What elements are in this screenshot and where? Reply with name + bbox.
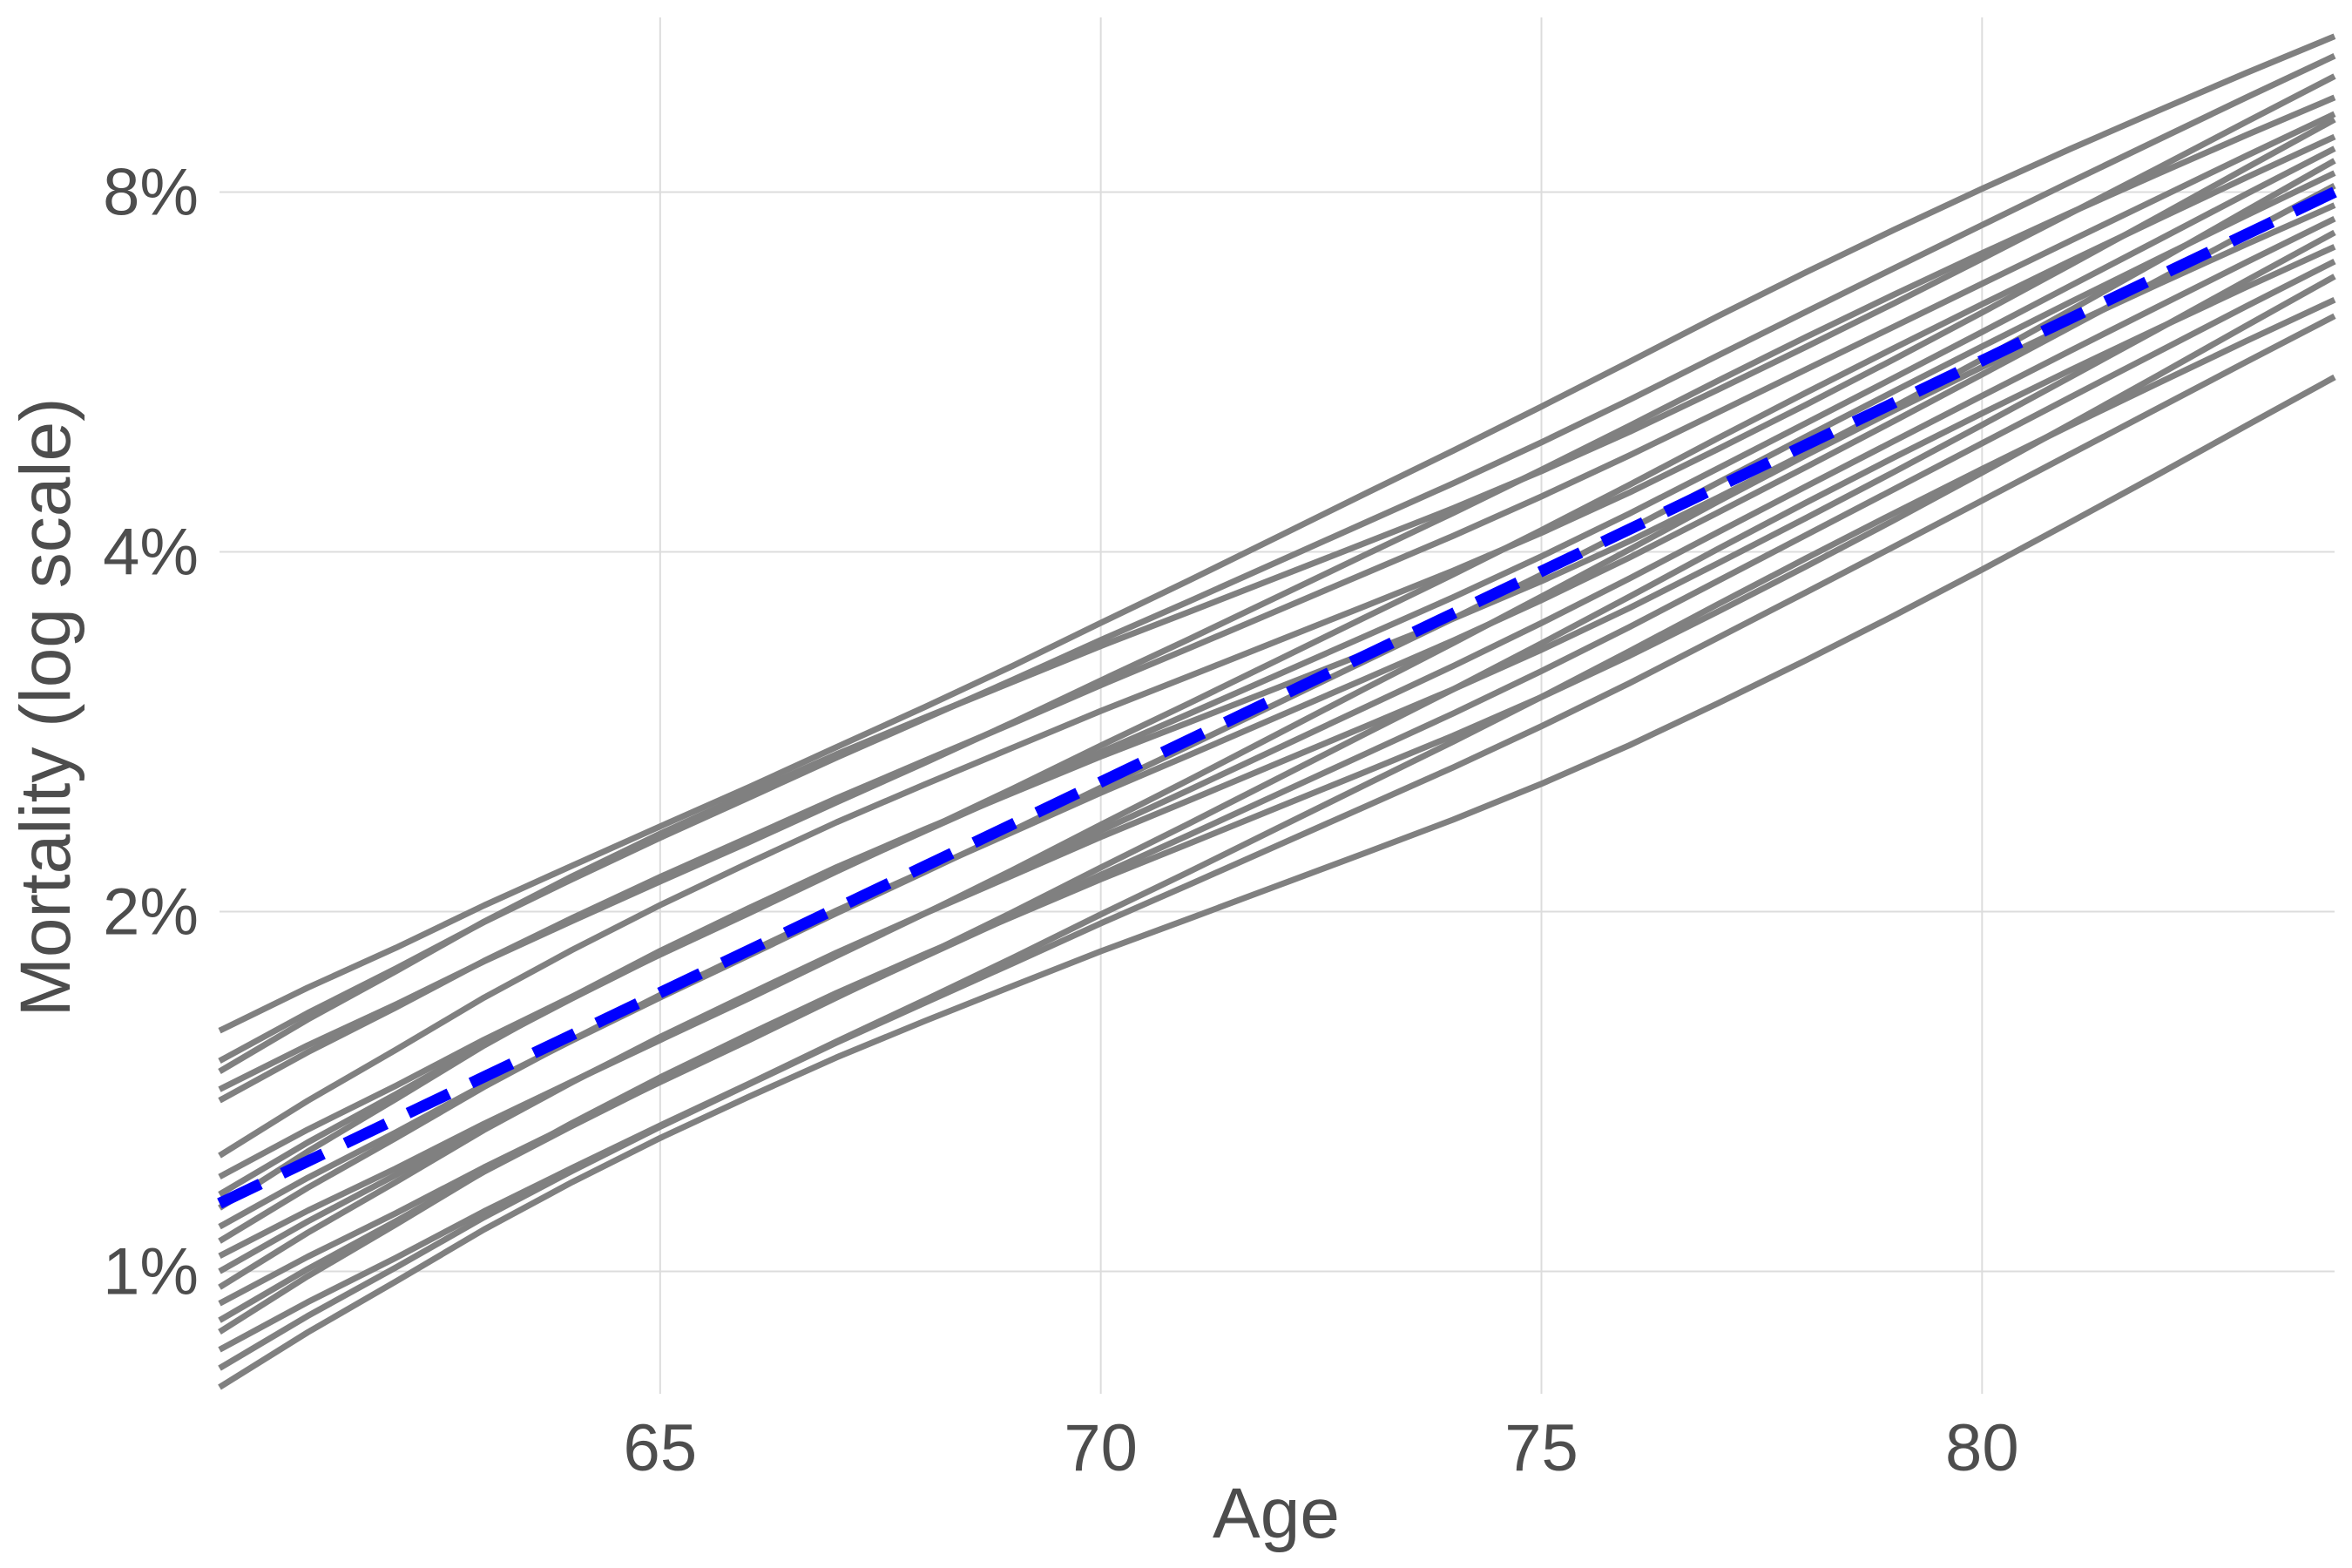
series-line-4: [218, 94, 2336, 1092]
y-axis-title: Mortality (log scale): [6, 398, 85, 1017]
y-tick-label: 4%: [103, 516, 199, 590]
series-line-10: [218, 170, 2336, 1230]
series-line-1: [218, 33, 2336, 1034]
y-tick-label: 1%: [103, 1235, 199, 1309]
x-tick-label: 65: [624, 1411, 698, 1485]
series-line-5: [218, 111, 2336, 1104]
series-line-6: [218, 117, 2336, 1159]
series-line-8: [218, 145, 2336, 1198]
series-line-3: [218, 73, 2336, 1075]
grid-layer: [220, 17, 2335, 1394]
series-line-19: [218, 313, 2336, 1371]
series-line-16: [218, 258, 2336, 1323]
series-line-14: [218, 229, 2336, 1290]
x-tick-label: 75: [1504, 1411, 1578, 1485]
x-tick-label: 80: [1945, 1411, 2019, 1485]
series-line-17: [218, 274, 2336, 1335]
y-tick-label: 2%: [103, 875, 199, 950]
series-layer: [217, 33, 2337, 1390]
x-tick-label: 70: [1064, 1411, 1138, 1485]
series-line-2: [218, 53, 2336, 1064]
series-line-13: [218, 215, 2336, 1274]
x-axis-title: Age: [1213, 1474, 1340, 1553]
series-line-average: [217, 186, 2337, 1209]
tick-layer: 65 70 75 80 1% 2% 4% 8%: [103, 155, 2018, 1485]
series-line-20: [218, 374, 2336, 1390]
y-tick-label: 8%: [103, 155, 199, 229]
